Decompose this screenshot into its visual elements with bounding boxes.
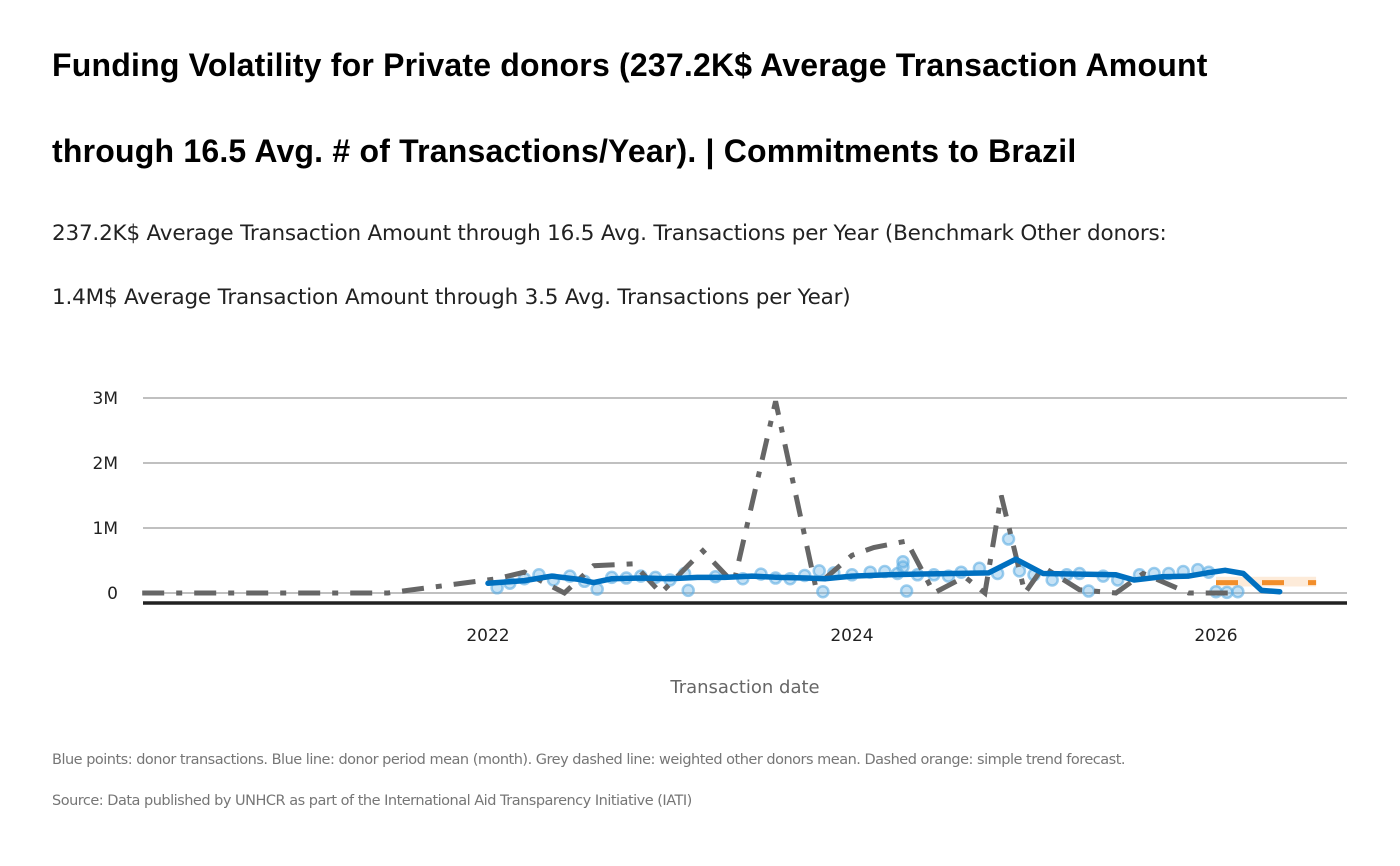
y-axis-ticks: 0 1M 2M 3M (93, 389, 118, 604)
data-point (681, 583, 695, 598)
data-point (899, 584, 914, 598)
data-point (812, 564, 826, 578)
x-axis-label: Transaction date (669, 677, 819, 698)
data-point (1081, 584, 1096, 598)
footnote-legend: Blue points: donor transactions. Blue li… (52, 752, 1126, 768)
forecast-layer (1216, 576, 1317, 587)
data-point (816, 584, 830, 599)
data-point (896, 560, 910, 574)
chart-subtitle-line-1: 237.2K$ Average Transaction Amount throu… (52, 221, 1167, 246)
y-tick-label: 3M (93, 389, 118, 409)
chart-plot: 0 1M 2M 3M 2022 2024 2026 Transaction date (93, 389, 1347, 698)
chart-subtitle-line-2: 1.4M$ Average Transaction Amount through… (52, 285, 851, 310)
y-tick-label: 2M (93, 454, 118, 474)
benchmark-line (142, 400, 1235, 599)
gridlines (143, 397, 1347, 594)
donor-mean-line-layer (485, 556, 1283, 595)
footnote-source: Source: Data published by UNHCR as part … (52, 793, 692, 809)
x-tick-label: 2022 (466, 626, 509, 646)
x-axis-ticks: 2022 2024 2026 (466, 626, 1237, 646)
y-tick-label: 1M (93, 519, 118, 539)
data-point (1001, 532, 1016, 546)
data-point (1012, 564, 1027, 578)
benchmark-line-layer (142, 400, 1235, 599)
x-tick-label: 2026 (1194, 626, 1237, 646)
x-tick-label: 2024 (830, 626, 873, 646)
data-point (1231, 584, 1245, 599)
y-tick-label: 0 (107, 584, 118, 604)
chart-title-line-1: Funding Volatility for Private donors (2… (52, 47, 1208, 83)
chart-title-line-2: through 16.5 Avg. # of Transactions/Year… (52, 133, 1077, 169)
donor-mean-line (485, 556, 1283, 595)
